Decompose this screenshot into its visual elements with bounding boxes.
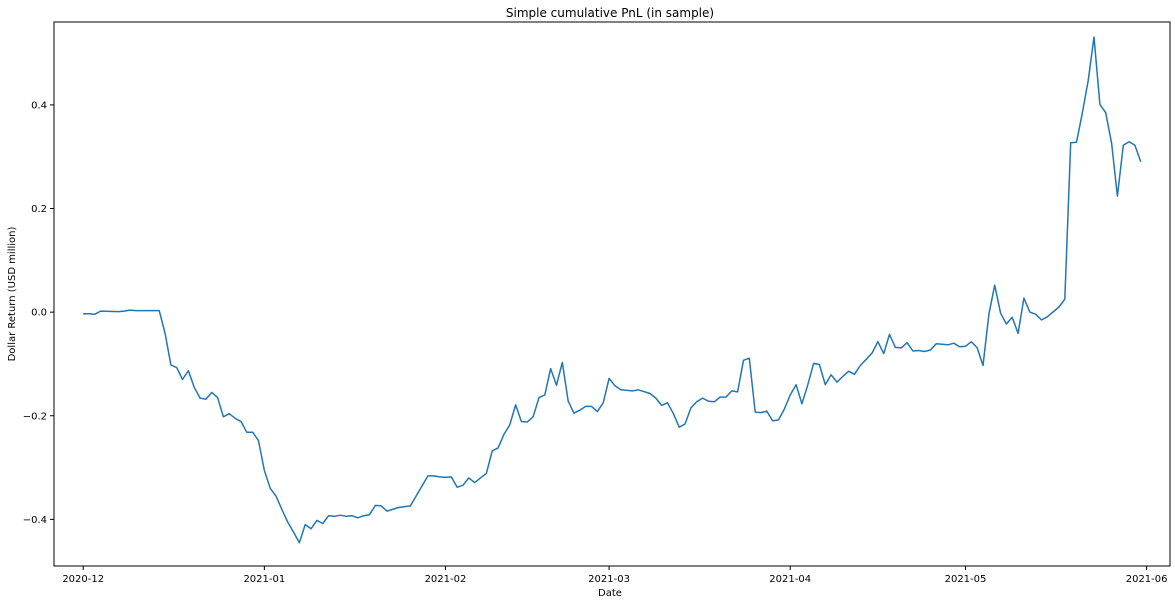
chart-title: Simple cumulative PnL (in sample)	[506, 6, 714, 20]
y-tick-label: 0.0	[31, 308, 47, 319]
x-axis-label: Date	[598, 588, 622, 599]
x-tick-label: 2021-01	[243, 574, 285, 585]
y-tick-label: 0.4	[31, 100, 47, 111]
x-tick-label: 2020-12	[62, 574, 104, 585]
series-layer	[83, 36, 1142, 544]
series-line-0	[83, 36, 1142, 544]
x-tick-label: 2021-04	[769, 574, 811, 585]
y-tick-label: 0.2	[31, 204, 47, 215]
y-tick-label: −0.4	[23, 515, 47, 526]
y-tick-label: −0.2	[23, 411, 47, 422]
x-tick-label: 2021-03	[588, 574, 630, 585]
x-tick-label: 2021-05	[945, 574, 987, 585]
y-axis-label: Dollar Return (USD million)	[7, 227, 18, 362]
plot-frame	[53, 21, 1171, 567]
x-tick-label: 2021-02	[425, 574, 467, 585]
x-tick-label: 2021-06	[1126, 574, 1168, 585]
x-axis: 2020-12 2021-01 2021-02 2021-03 2021-04 2021-…	[62, 566, 1168, 585]
y-axis: −0.4 −0.2 0.0 0.2 0.4	[23, 100, 54, 526]
